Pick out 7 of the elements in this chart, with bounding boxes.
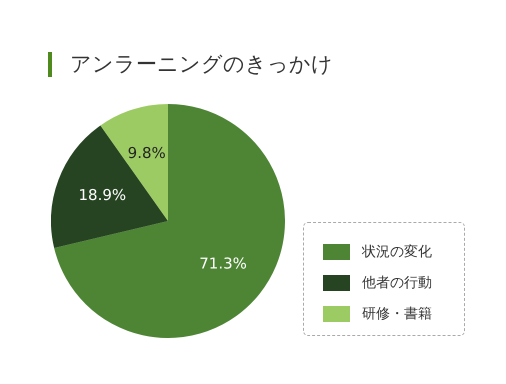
chart-title: アンラーニングのきっかけ xyxy=(70,51,333,78)
legend-label: 状況の変化 xyxy=(362,242,432,260)
data-label: 18.9% xyxy=(78,186,126,204)
data-label: 9.8% xyxy=(128,144,166,162)
data-label: 71.3% xyxy=(199,254,247,272)
legend-label: 研修・書籍 xyxy=(362,304,432,322)
legend-label: 他者の行動 xyxy=(362,274,432,292)
